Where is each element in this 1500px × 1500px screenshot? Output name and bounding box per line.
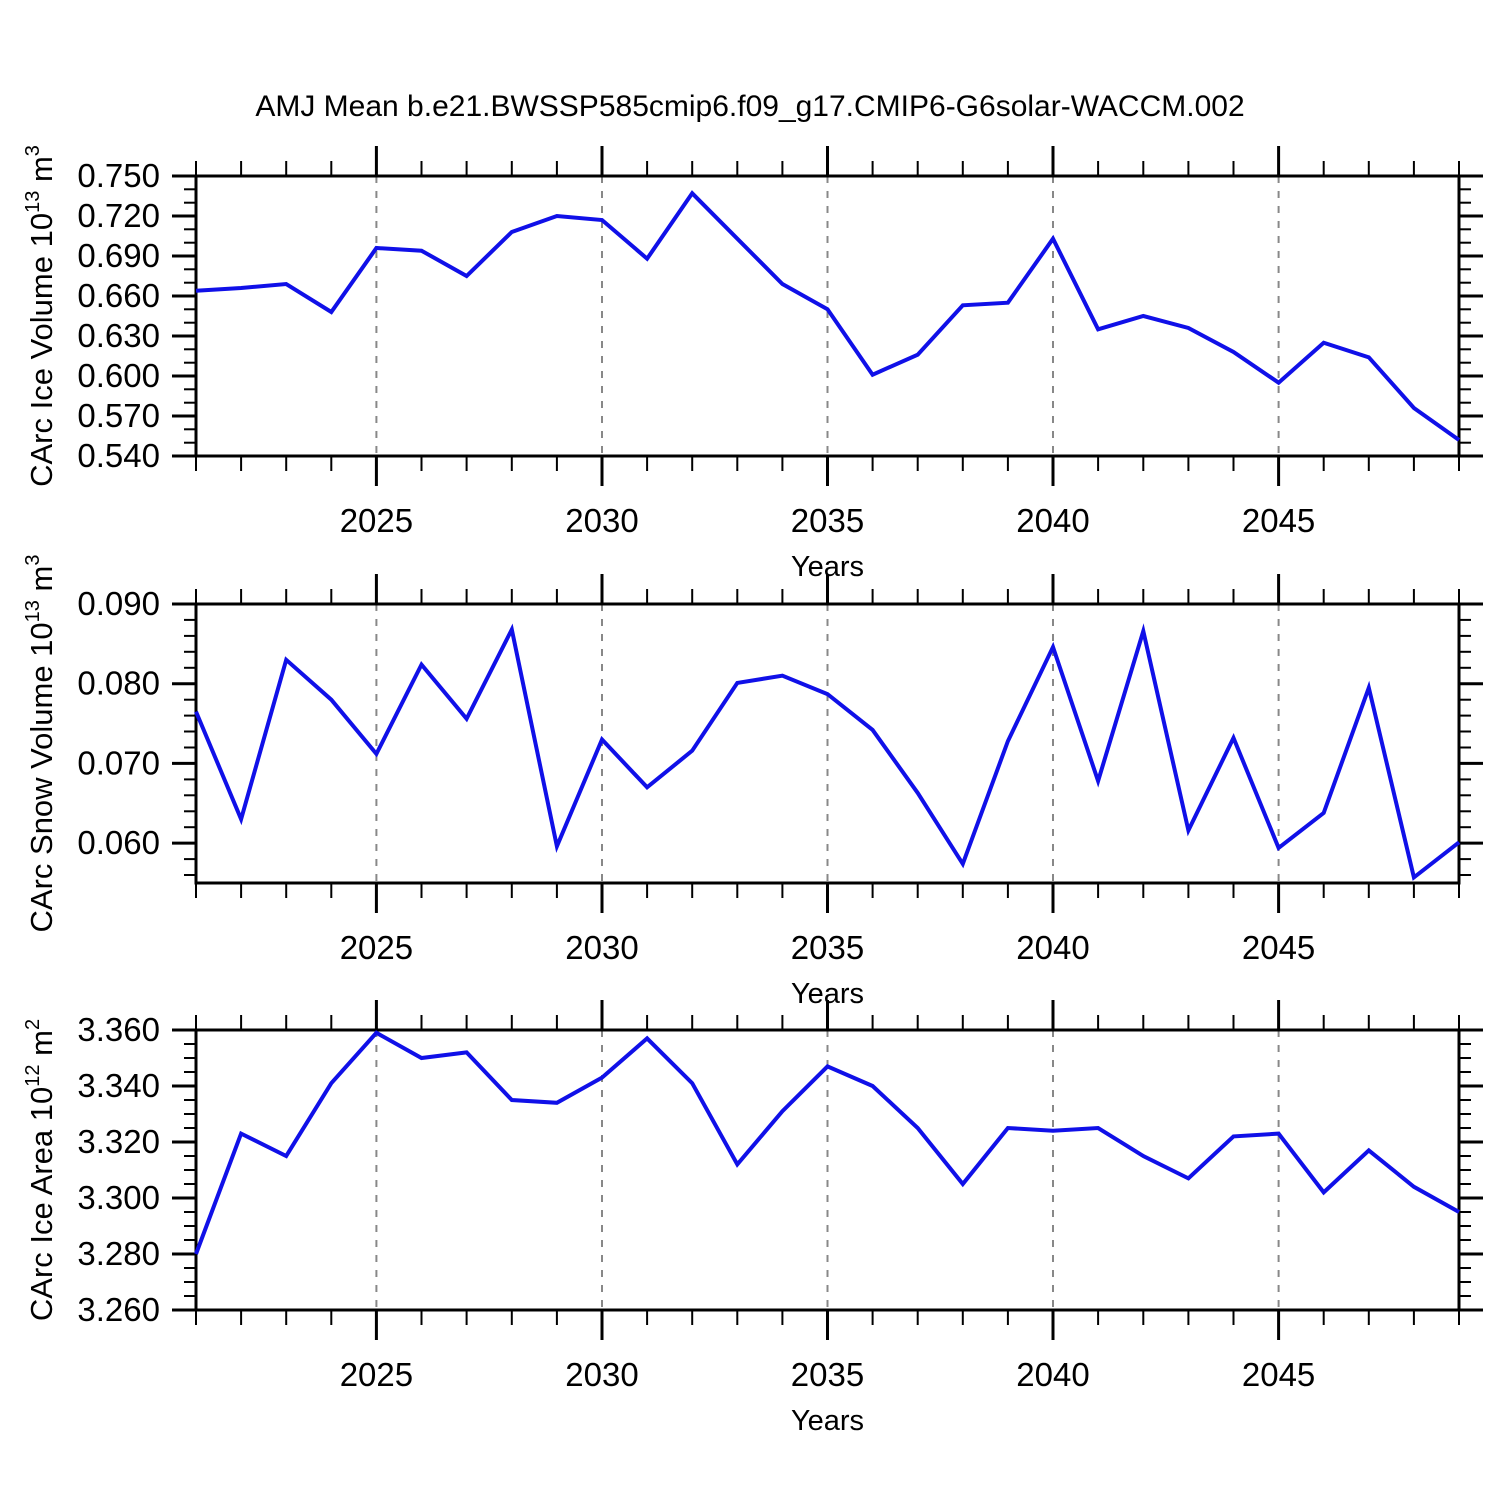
x-tick-label: 2045 (1242, 929, 1315, 966)
x-tick-label: 2030 (565, 1356, 638, 1393)
x-tick-label: 2030 (565, 929, 638, 966)
x-tick-label: 2030 (565, 502, 638, 539)
y-tick-label: 0.540 (77, 437, 160, 474)
y-tick-label: 3.340 (77, 1067, 160, 1104)
x-tick-label: 2025 (340, 929, 413, 966)
x-tick-label: 2045 (1242, 1356, 1315, 1393)
data-line-snow-volume (194, 623, 1461, 881)
x-tick-label: 2035 (791, 1356, 864, 1393)
y-tick-label: 0.750 (77, 157, 160, 194)
x-tick-label: 2040 (1016, 502, 1089, 539)
x-tick-label: 2035 (791, 502, 864, 539)
x-tick-label: 2040 (1016, 1356, 1089, 1393)
y-tick-label: 0.080 (77, 665, 160, 702)
y-tick-label: 3.360 (77, 1011, 160, 1048)
x-tick-label: 2025 (340, 1356, 413, 1393)
y-tick-label: 0.570 (77, 397, 160, 434)
y-tick-label: 3.300 (77, 1179, 160, 1216)
y-tick-label: 0.720 (77, 197, 160, 234)
x-tick-label: 2040 (1016, 929, 1089, 966)
x-tick-label: 2035 (791, 929, 864, 966)
y-tick-label: 0.630 (77, 317, 160, 354)
y-axis-title: CArc Ice Area 1012 m2 (22, 1019, 59, 1321)
plot-frame (194, 602, 1461, 885)
y-tick-label: 3.320 (77, 1123, 160, 1160)
y-axis-title: CArc Snow Volume 1013 m3 (22, 555, 59, 933)
y-tick-label: 0.600 (77, 357, 160, 394)
y-tick-label: 0.660 (77, 277, 160, 314)
plot-frame (194, 174, 1461, 458)
data-line-ice-volume (195, 190, 1461, 442)
x-tick-label: 2045 (1242, 502, 1315, 539)
y-tick-label: 3.260 (77, 1291, 160, 1328)
plot-frame (194, 1028, 1461, 1312)
x-tick-label: 2025 (340, 502, 413, 539)
y-tick-label: 0.060 (77, 824, 160, 861)
y-tick-label: 0.070 (77, 744, 160, 781)
chart-title: AMJ Mean b.e21.BWSSP585cmip6.f09_g17.CMI… (255, 90, 1245, 123)
data-line-ice-area (194, 1030, 1460, 1255)
y-tick-label: 3.280 (77, 1235, 160, 1272)
y-axis-title: CArc Ice Volume 1013 m3 (22, 145, 59, 487)
y-tick-label: 0.690 (77, 237, 160, 274)
y-tick-label: 0.090 (77, 585, 160, 622)
x-axis-title: Years (791, 1405, 864, 1437)
